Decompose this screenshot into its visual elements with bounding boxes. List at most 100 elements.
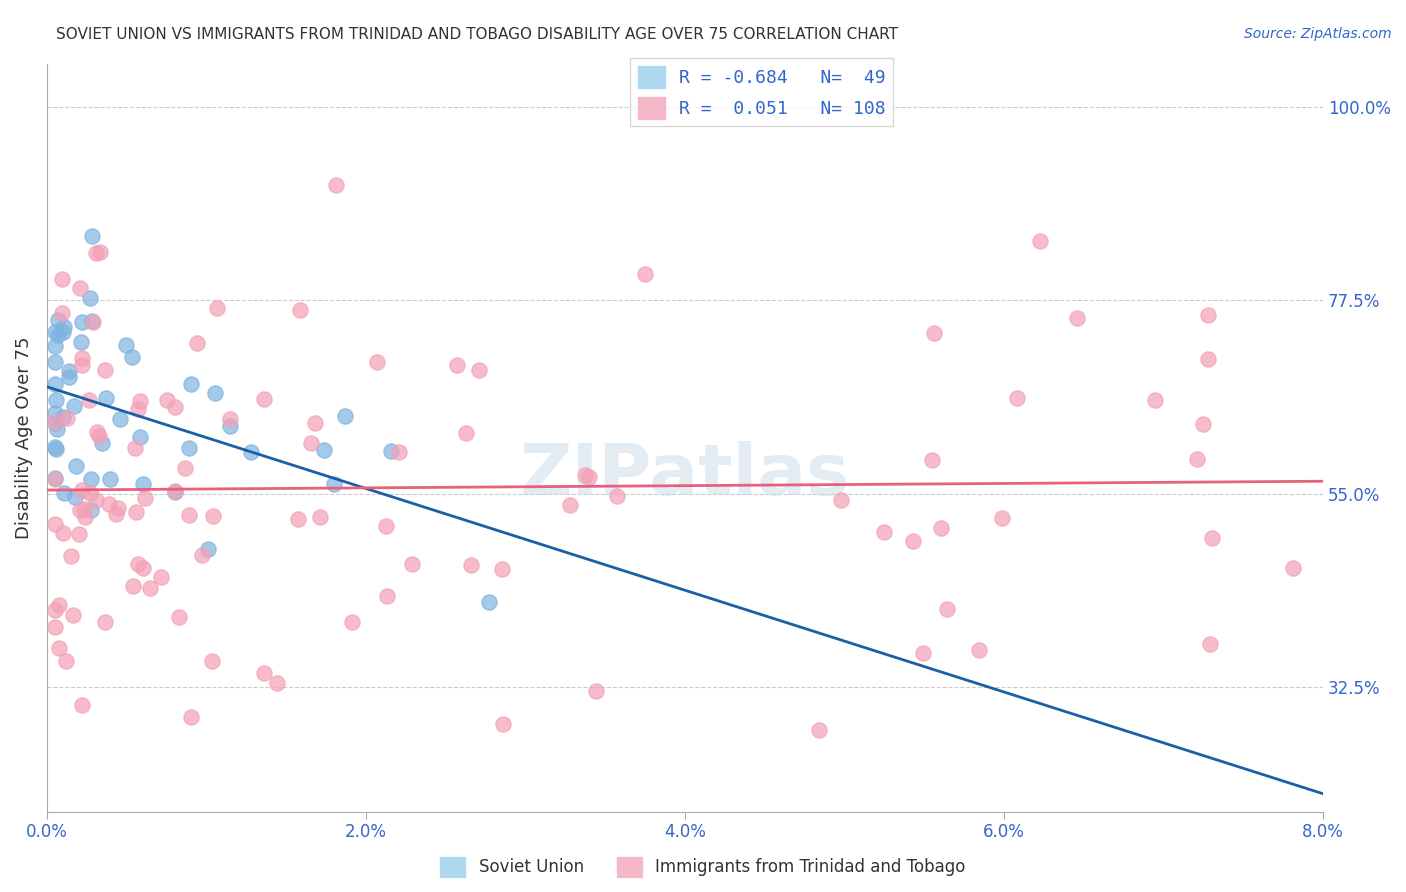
Point: [205, 301, 228, 315]
Point: [48, 640, 70, 655]
Point: [478, 595, 501, 609]
Point: [167, 610, 190, 624]
Point: [366, 355, 388, 369]
Point: [44, 326, 66, 340]
Point: [634, 267, 657, 281]
Point: [44, 377, 66, 392]
Point: [204, 386, 226, 401]
Point: [80, 229, 103, 244]
Point: [52, 526, 75, 541]
Point: [132, 477, 155, 491]
Point: [1201, 531, 1223, 545]
Point: [401, 557, 423, 571]
Point: [129, 430, 152, 444]
Point: [1005, 392, 1028, 406]
Text: ZIPatlas: ZIPatlas: [520, 441, 851, 509]
Point: [98, 472, 121, 486]
Point: [110, 412, 132, 426]
Point: [1185, 451, 1208, 466]
Point: [446, 358, 468, 372]
Point: [201, 654, 224, 668]
Point: [69, 503, 91, 517]
Point: [180, 710, 202, 724]
Point: [46, 313, 69, 327]
Point: [84, 246, 107, 260]
Point: [156, 392, 179, 407]
Point: [253, 666, 276, 681]
Point: [44, 471, 66, 485]
Point: [585, 683, 607, 698]
Point: [44, 620, 66, 634]
Point: [125, 505, 148, 519]
Point: [45, 422, 67, 436]
Point: [70, 358, 93, 372]
Point: [44, 603, 66, 617]
Point: [45, 442, 67, 457]
Point: [86, 425, 108, 439]
Point: [60, 549, 83, 564]
Point: [380, 443, 402, 458]
Point: [44, 338, 66, 352]
Point: [163, 400, 186, 414]
Point: [240, 445, 263, 459]
Point: [253, 392, 276, 406]
Point: [179, 441, 201, 455]
Point: [94, 391, 117, 405]
Point: [44, 415, 66, 429]
Point: [1143, 392, 1166, 407]
Y-axis label: Disability Age Over 75: Disability Age Over 75: [15, 336, 32, 539]
Point: [84, 493, 107, 508]
Point: [134, 491, 156, 506]
Point: [121, 351, 143, 365]
Point: [44, 355, 66, 369]
Point: [115, 337, 138, 351]
Point: [104, 507, 127, 521]
Point: [606, 489, 628, 503]
Point: [121, 578, 143, 592]
Point: [1029, 235, 1052, 249]
Point: [191, 548, 214, 562]
Point: [333, 409, 356, 423]
Point: [290, 302, 312, 317]
Point: [375, 518, 398, 533]
Point: [468, 362, 491, 376]
Point: [287, 512, 309, 526]
Point: [44, 406, 66, 420]
Point: [67, 527, 90, 541]
Point: [186, 335, 208, 350]
Point: [872, 525, 894, 540]
Point: [967, 642, 990, 657]
Point: [45, 393, 67, 408]
Point: [830, 492, 852, 507]
Point: [1282, 561, 1305, 575]
Point: [929, 521, 952, 535]
Point: [340, 615, 363, 629]
Point: [69, 280, 91, 294]
Point: [179, 508, 201, 522]
Point: [91, 435, 114, 450]
Point: [53, 320, 76, 334]
Point: [990, 511, 1012, 525]
Point: [1198, 637, 1220, 651]
Point: [93, 615, 115, 629]
Point: [124, 441, 146, 455]
Point: [129, 394, 152, 409]
Point: [55, 654, 77, 668]
Point: [52, 410, 75, 425]
Point: [308, 510, 330, 524]
Point: [491, 717, 513, 731]
Point: [460, 558, 482, 572]
Point: [1066, 311, 1088, 326]
Point: [202, 508, 225, 523]
Point: [266, 676, 288, 690]
Point: [558, 498, 581, 512]
Point: [72, 315, 94, 329]
Point: [70, 351, 93, 366]
Point: [48, 599, 70, 613]
Point: [149, 570, 172, 584]
Point: [77, 392, 100, 407]
Point: [180, 376, 202, 391]
Point: [219, 412, 242, 426]
Point: [46, 328, 69, 343]
Point: [51, 306, 73, 320]
